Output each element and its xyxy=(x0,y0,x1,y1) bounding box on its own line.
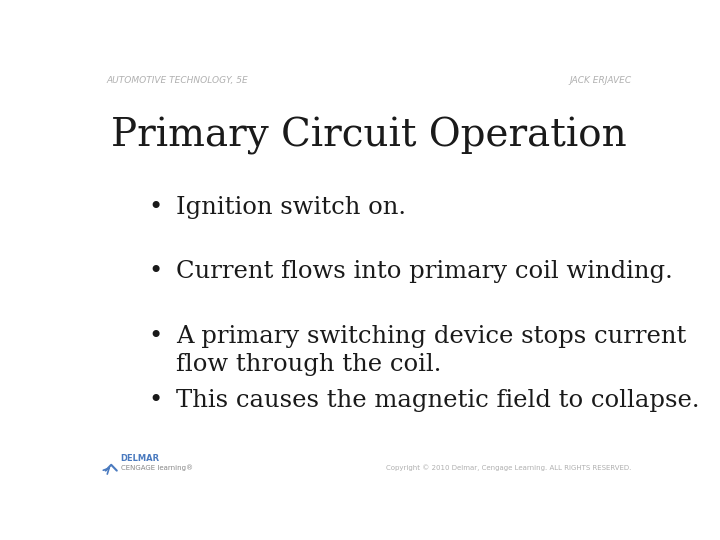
Text: A primary switching device stops current
flow through the coil.: A primary switching device stops current… xyxy=(176,325,687,376)
Text: •: • xyxy=(148,325,163,348)
Text: DELMAR: DELMAR xyxy=(121,454,160,463)
Text: AUTOMOTIVE TECHNOLOGY, 5E: AUTOMOTIVE TECHNOLOGY, 5E xyxy=(107,77,248,85)
Text: •: • xyxy=(148,196,163,219)
Text: CENGAGE learning®: CENGAGE learning® xyxy=(121,465,193,471)
Text: •: • xyxy=(148,389,163,412)
Text: Current flows into primary coil winding.: Current flows into primary coil winding. xyxy=(176,260,673,283)
Text: JACK ERJAVEC: JACK ERJAVEC xyxy=(569,77,631,85)
Text: This causes the magnetic field to collapse.: This causes the magnetic field to collap… xyxy=(176,389,700,412)
Text: Primary Circuit Operation: Primary Circuit Operation xyxy=(111,117,627,155)
Text: Copyright © 2010 Delmar, Cengage Learning. ALL RIGHTS RESERVED.: Copyright © 2010 Delmar, Cengage Learnin… xyxy=(386,465,631,471)
Text: Ignition switch on.: Ignition switch on. xyxy=(176,196,407,219)
Text: •: • xyxy=(148,260,163,283)
